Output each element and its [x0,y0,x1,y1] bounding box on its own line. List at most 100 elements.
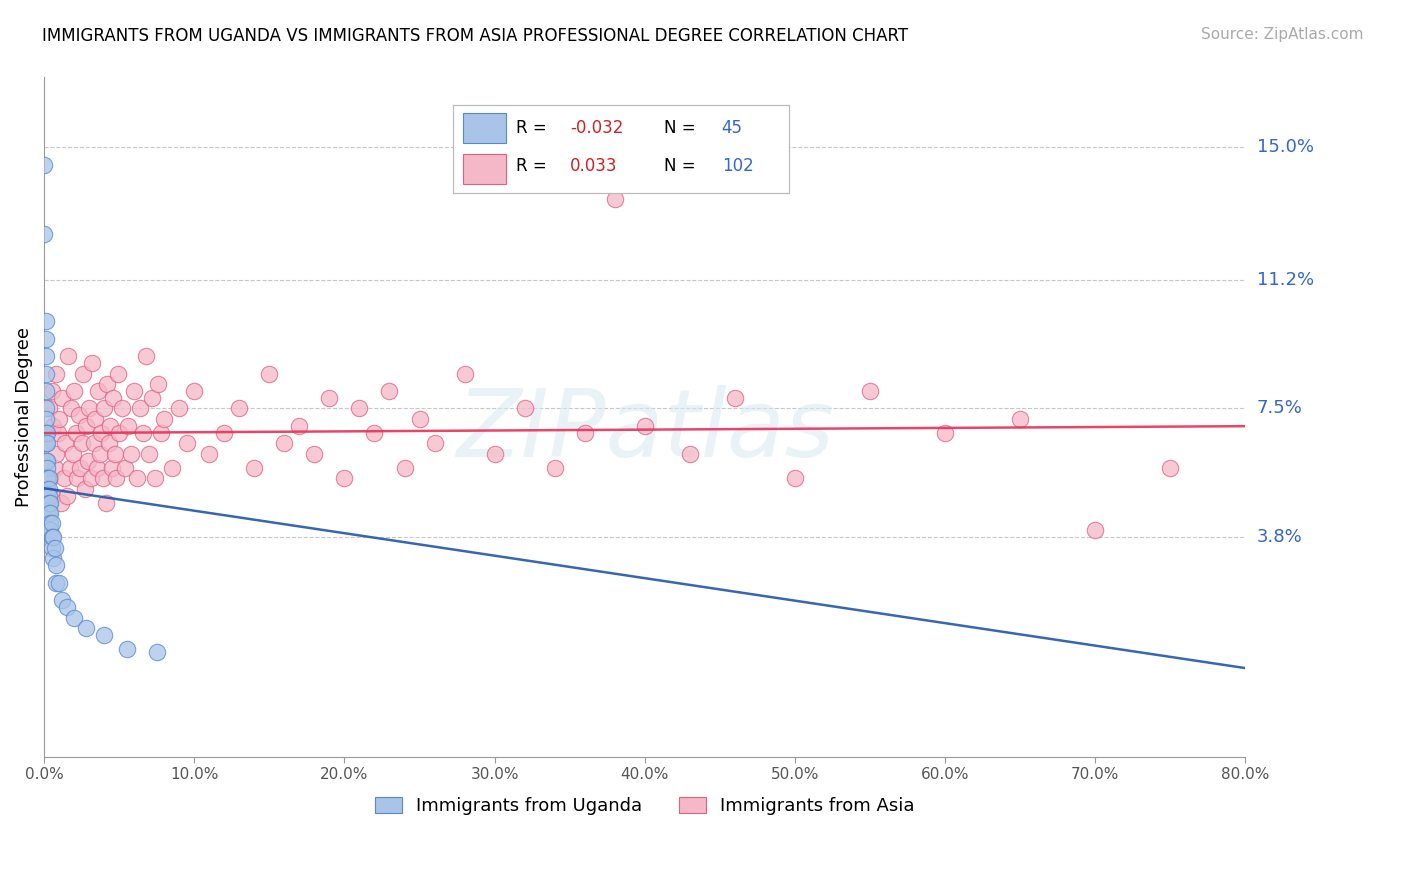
Point [41,530,63,544]
Point [42,418,65,433]
Text: ZIPatlas: ZIPatlas [456,385,834,476]
Point [145,645,167,659]
Point [38,489,60,503]
Text: IMMIGRANTS FROM UGANDA VS IMMIGRANTS FROM ASIA PROFESSIONAL DEGREE CORRELATION C: IMMIGRANTS FROM UGANDA VS IMMIGRANTS FRO… [42,27,908,45]
Point [724,391,747,405]
Point [83,436,105,450]
Point [138,447,160,461]
Point [75,418,97,433]
Point [45,447,67,461]
Point [120,447,142,461]
Point [42,530,65,544]
Point [228,401,250,416]
Point [65,425,87,440]
Point [37,506,59,520]
Point [783,471,806,485]
Point [52,471,75,485]
Point [89,447,111,461]
Point [86,460,108,475]
Point [143,471,166,485]
Point [63,384,86,398]
Point [93,628,115,642]
Point [93,401,115,416]
Point [87,384,110,398]
Point [160,460,183,475]
Point [84,412,107,426]
Point [859,384,882,398]
Point [39,471,62,485]
Point [41,384,63,398]
Point [41,516,63,531]
Text: 3.8%: 3.8% [1257,528,1302,547]
Point [56,349,79,363]
Point [132,425,155,440]
Point [214,425,236,440]
Point [679,447,702,461]
Point [77,401,100,416]
Point [183,384,205,398]
Point [273,436,295,450]
Point [150,425,173,440]
Point [48,575,70,590]
Point [198,447,221,461]
Point [34,425,56,440]
Point [53,436,76,450]
Point [55,600,77,615]
Point [91,471,114,485]
Point [34,454,56,468]
Point [76,454,98,468]
Point [115,641,138,656]
Point [167,401,190,416]
Point [148,377,170,392]
Point [127,471,149,485]
Text: 15.0%: 15.0% [1257,138,1313,156]
Point [69,460,91,475]
Point [41,489,63,503]
Point [37,460,59,475]
Point [394,460,416,475]
Point [42,551,65,566]
Point [1159,460,1181,475]
Point [63,610,86,624]
Point [104,447,127,461]
Point [75,621,97,635]
Point [574,425,596,440]
Point [45,558,67,573]
Point [72,367,94,381]
Point [484,447,506,461]
Point [55,489,77,503]
Point [79,471,101,485]
Point [34,384,56,398]
Point [423,436,446,450]
Point [37,471,59,485]
Point [934,425,956,440]
Point [37,436,59,450]
Point [38,495,60,509]
Point [117,418,139,433]
Point [259,367,281,381]
Point [378,384,401,398]
Point [513,401,536,416]
Point [38,482,60,496]
Point [1084,524,1107,538]
Point [114,460,136,475]
Point [97,436,120,450]
Point [45,575,67,590]
Point [51,391,73,405]
Y-axis label: Professional Degree: Professional Degree [15,327,32,508]
Point [1010,412,1032,426]
Point [34,314,56,328]
Point [105,471,128,485]
Point [34,412,56,426]
Point [107,367,129,381]
Point [634,418,657,433]
Point [82,356,104,370]
Text: 11.2%: 11.2% [1257,270,1313,288]
Point [44,460,66,475]
Point [45,367,67,381]
Point [38,506,60,520]
Legend: Immigrants from Uganda, Immigrants from Asia: Immigrants from Uganda, Immigrants from … [367,790,922,822]
Point [288,418,311,433]
Point [37,495,59,509]
Point [122,384,145,398]
